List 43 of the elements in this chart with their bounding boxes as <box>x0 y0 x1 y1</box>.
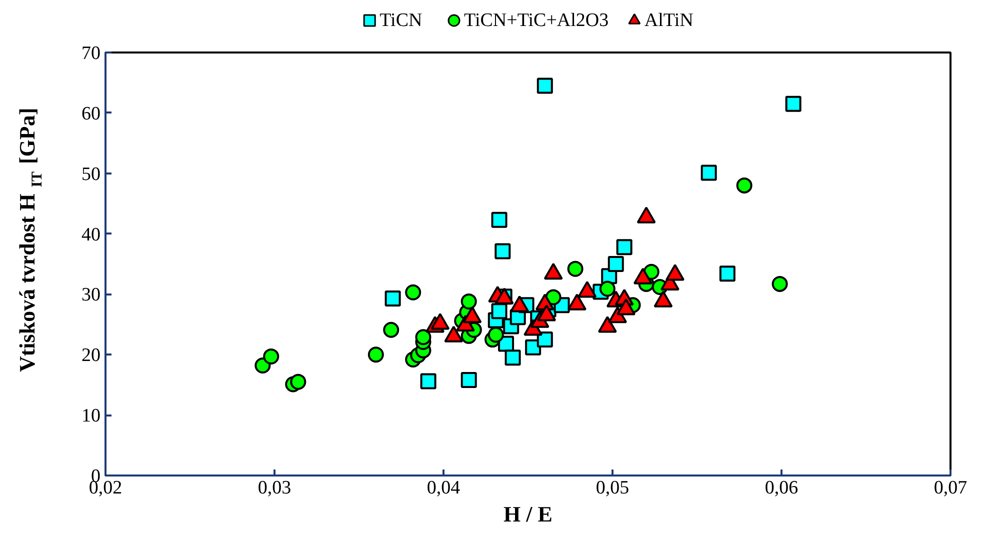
y-tick-label: 30 <box>82 284 100 306</box>
point <box>700 164 717 181</box>
point <box>383 322 400 338</box>
point <box>536 332 553 348</box>
x-tick-label: 0,03 <box>258 478 292 498</box>
point <box>536 78 553 94</box>
legend-label: AlTiN <box>644 10 694 31</box>
x-tick-label: 0,07 <box>934 478 968 498</box>
point <box>488 326 504 343</box>
y-tick-label: 50 <box>82 164 100 185</box>
x-axis-title: H / E <box>504 502 552 526</box>
point <box>599 280 616 297</box>
point <box>460 372 477 388</box>
point <box>290 374 306 390</box>
y-tick-label: 20 <box>82 345 100 366</box>
x-tick-label: 0,05 <box>596 478 630 498</box>
point <box>616 239 632 256</box>
point <box>491 303 508 320</box>
point <box>491 212 508 228</box>
point <box>263 348 280 364</box>
point <box>772 276 788 292</box>
point <box>719 266 736 282</box>
x-tick-label: 0,06 <box>764 478 798 498</box>
point <box>460 293 477 310</box>
x-tick-label: 0,04 <box>426 478 461 498</box>
point <box>420 373 436 390</box>
legend-label: TiCN+TiC+Al2O3 <box>464 10 609 31</box>
point <box>405 284 422 300</box>
point <box>504 350 521 366</box>
y-tick-label: 70 <box>82 43 100 64</box>
point <box>368 346 384 363</box>
point <box>415 329 432 346</box>
point <box>736 177 752 194</box>
y-tick-label: 60 <box>82 103 100 124</box>
point <box>384 290 401 306</box>
y-axis-title: Vtisková tvrdost HIT [GPa] <box>14 108 46 372</box>
point <box>567 260 584 277</box>
y-tick-label: 10 <box>82 406 100 427</box>
point <box>494 243 511 260</box>
legend-label: TiCN <box>380 10 422 31</box>
y-tick-label: 40 <box>82 224 100 246</box>
point <box>608 256 624 272</box>
point <box>785 96 802 112</box>
